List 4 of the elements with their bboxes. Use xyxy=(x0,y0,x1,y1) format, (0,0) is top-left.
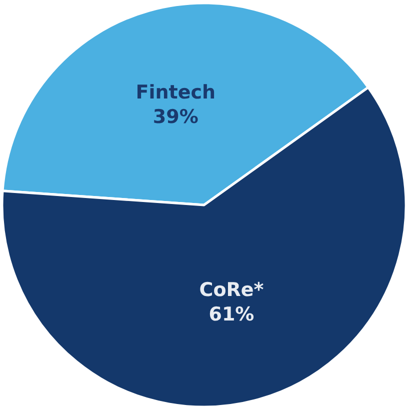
data-label: 39% xyxy=(152,106,198,128)
slice-label: CoRe* xyxy=(199,278,264,301)
slice-label: Fintech xyxy=(136,82,216,104)
data-label: 61% xyxy=(208,304,254,326)
